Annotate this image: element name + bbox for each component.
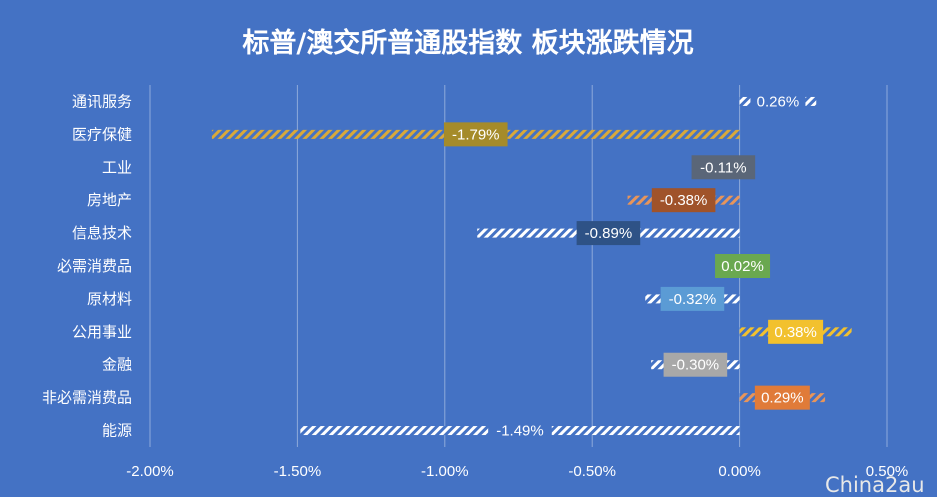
watermark: China2au [825, 473, 925, 497]
x-tick-label: 0.50% [866, 463, 909, 480]
chart-title: 标普/澳交所普通股指数 板块涨跌情况 [242, 27, 693, 59]
data-label: 0.02% [721, 258, 764, 275]
data-labels: 0.26% -1.79% -0.11% -0.38% -0.89% 0.02%-0.32%… [443, 89, 824, 443]
x-tick-label: 0.00% [718, 463, 761, 480]
x-tick-label: -1.00% [421, 463, 469, 480]
data-label: 0.26% [757, 93, 800, 110]
data-label-box [715, 254, 771, 278]
category-label: 金融 [102, 356, 132, 374]
category-label: 非必需消费品 [42, 389, 132, 407]
data-label: -0.89% [585, 225, 633, 242]
category-label: 能源 [102, 422, 132, 440]
data-label: -0.32% [669, 291, 717, 308]
data-label: 0.38% [774, 324, 817, 341]
category-label: 必需消费品 [57, 257, 132, 275]
data-label: -0.11% [700, 159, 746, 176]
data-label-box [443, 122, 508, 147]
category-label: 工业 [102, 158, 132, 176]
x-tick-label: -0.50% [568, 463, 616, 480]
data-label: -1.49% [496, 423, 544, 440]
data-label: -1.79% [452, 126, 500, 143]
data-label-box [750, 89, 806, 114]
data-label-box [663, 352, 728, 377]
category-label: 公用事业 [72, 323, 132, 341]
category-label: 房地产 [87, 191, 132, 209]
x-tick-label: -1.50% [274, 463, 322, 480]
x-tick-label: -2.00% [126, 463, 174, 480]
category-label: 信息技术 [72, 224, 132, 242]
data-label-box [488, 418, 552, 443]
data-label: -0.30% [672, 357, 720, 374]
data-label: 0.29% [761, 390, 804, 407]
data-label: -0.38% [660, 192, 708, 209]
category-label: 原材料 [87, 290, 132, 308]
data-label-box [660, 286, 725, 311]
data-label-box [691, 155, 756, 180]
category-label: 医疗保健 [72, 125, 132, 143]
x-tick-labels: -2.00% -1.50% -1.00% -0.50% 0.00% 0.50% [126, 463, 908, 480]
data-label-box [768, 319, 824, 344]
data-label-box [754, 385, 810, 410]
data-label-box [651, 188, 716, 213]
category-label: 通讯服务 [72, 92, 132, 110]
data-label-box [576, 221, 641, 246]
